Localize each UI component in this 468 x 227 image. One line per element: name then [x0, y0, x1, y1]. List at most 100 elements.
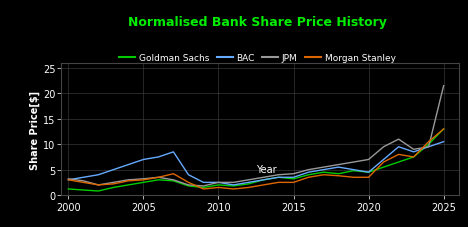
Goldman Sachs: [261, 179, 266, 181]
JPM: [66, 178, 71, 180]
Morgan Stanley: [366, 176, 372, 179]
JPM: [291, 173, 296, 175]
JPM: [321, 166, 326, 169]
JPM: [110, 181, 116, 184]
Goldman Sachs: [95, 190, 101, 192]
Morgan Stanley: [321, 174, 326, 176]
Morgan Stanley: [351, 176, 356, 179]
Goldman Sachs: [231, 185, 236, 188]
BAC: [246, 181, 251, 184]
Goldman Sachs: [110, 186, 116, 189]
Goldman Sachs: [201, 186, 206, 189]
Morgan Stanley: [140, 179, 146, 181]
JPM: [366, 158, 372, 161]
Text: Normalised Bank Share Price History: Normalised Bank Share Price History: [128, 16, 387, 29]
Morgan Stanley: [216, 186, 221, 189]
BAC: [80, 176, 86, 179]
BAC: [125, 163, 131, 166]
BAC: [306, 171, 311, 174]
JPM: [381, 146, 387, 148]
Morgan Stanley: [155, 176, 161, 179]
Goldman Sachs: [396, 161, 402, 164]
Morgan Stanley: [441, 128, 446, 131]
Morgan Stanley: [95, 184, 101, 186]
Morgan Stanley: [381, 161, 387, 164]
BAC: [261, 179, 266, 181]
Goldman Sachs: [306, 174, 311, 176]
JPM: [306, 168, 311, 171]
Goldman Sachs: [366, 171, 372, 174]
Morgan Stanley: [261, 184, 266, 186]
JPM: [125, 179, 131, 181]
JPM: [80, 180, 86, 183]
Morgan Stanley: [276, 181, 281, 184]
Goldman Sachs: [216, 184, 221, 186]
Goldman Sachs: [411, 156, 417, 159]
JPM: [186, 184, 191, 186]
BAC: [110, 168, 116, 171]
BAC: [216, 181, 221, 184]
Morgan Stanley: [231, 188, 236, 190]
JPM: [411, 148, 417, 151]
BAC: [291, 176, 296, 179]
BAC: [201, 181, 206, 184]
JPM: [396, 138, 402, 141]
JPM: [441, 85, 446, 88]
BAC: [336, 166, 341, 169]
BAC: [95, 174, 101, 176]
JPM: [426, 146, 431, 148]
Goldman Sachs: [66, 188, 71, 190]
Morgan Stanley: [80, 181, 86, 184]
BAC: [411, 151, 417, 153]
BAC: [186, 174, 191, 176]
Line: Morgan Stanley: Morgan Stanley: [68, 129, 444, 189]
Goldman Sachs: [291, 178, 296, 180]
JPM: [201, 185, 206, 188]
Morgan Stanley: [246, 186, 251, 189]
BAC: [66, 179, 71, 181]
Morgan Stanley: [201, 188, 206, 190]
Morgan Stanley: [411, 156, 417, 159]
BAC: [351, 168, 356, 171]
BAC: [140, 158, 146, 161]
BAC: [155, 156, 161, 159]
Morgan Stanley: [336, 175, 341, 177]
JPM: [140, 178, 146, 180]
Goldman Sachs: [246, 183, 251, 185]
BAC: [231, 184, 236, 186]
BAC: [441, 141, 446, 143]
JPM: [336, 163, 341, 166]
BAC: [366, 171, 372, 174]
Y-axis label: Share Price[$]: Share Price[$]: [30, 90, 40, 169]
JPM: [171, 179, 176, 181]
Morgan Stanley: [291, 181, 296, 184]
BAC: [321, 168, 326, 171]
BAC: [396, 146, 402, 148]
Goldman Sachs: [441, 128, 446, 131]
Goldman Sachs: [276, 176, 281, 179]
Line: BAC: BAC: [68, 142, 444, 185]
BAC: [276, 176, 281, 179]
JPM: [155, 176, 161, 179]
Goldman Sachs: [155, 179, 161, 181]
JPM: [231, 181, 236, 184]
Morgan Stanley: [66, 179, 71, 181]
Goldman Sachs: [140, 181, 146, 184]
Goldman Sachs: [171, 180, 176, 183]
Line: JPM: JPM: [68, 86, 444, 186]
BAC: [171, 151, 176, 153]
BAC: [381, 158, 387, 161]
Goldman Sachs: [351, 170, 356, 172]
BAC: [426, 146, 431, 148]
Goldman Sachs: [125, 184, 131, 186]
Morgan Stanley: [186, 181, 191, 184]
Text: Year: Year: [256, 165, 277, 174]
Goldman Sachs: [186, 185, 191, 188]
Morgan Stanley: [125, 180, 131, 183]
Morgan Stanley: [396, 153, 402, 156]
JPM: [95, 184, 101, 186]
JPM: [351, 161, 356, 164]
Goldman Sachs: [381, 166, 387, 169]
JPM: [216, 181, 221, 184]
Morgan Stanley: [171, 173, 176, 175]
